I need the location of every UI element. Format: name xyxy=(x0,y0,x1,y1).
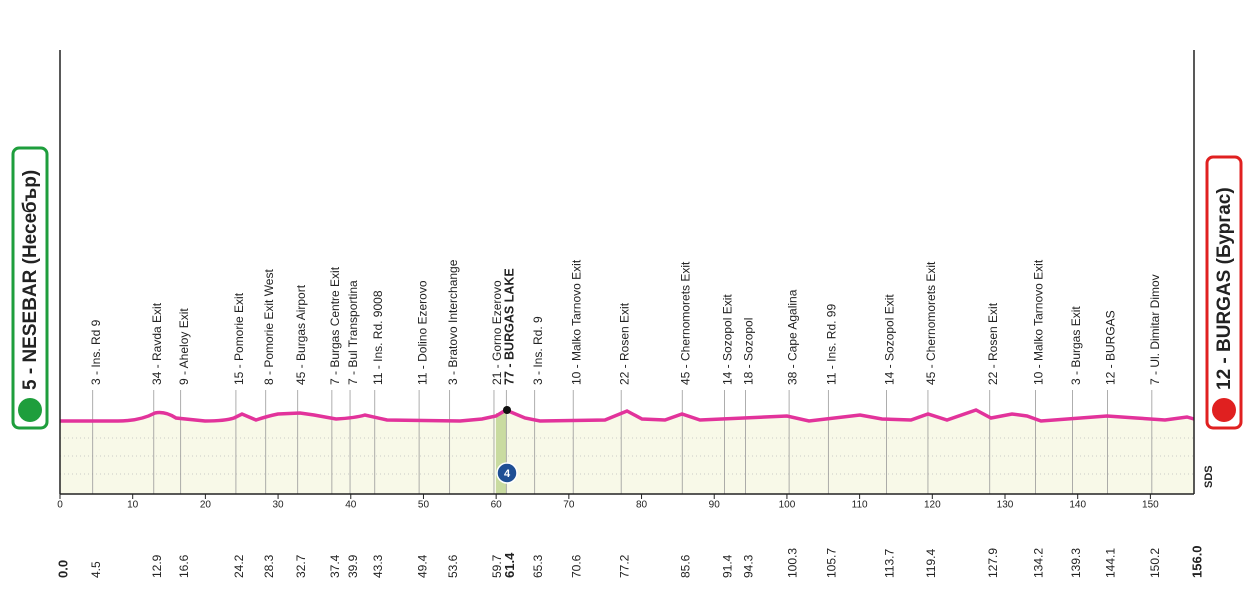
waypoint-km: 139.3 xyxy=(1069,548,1083,578)
x-tick-label: 110 xyxy=(852,500,868,511)
waypoint-label: 14 - Sozopol Exit xyxy=(883,294,897,385)
x-tick-label: 20 xyxy=(200,500,212,511)
waypoint-label: 77 - BURGAS LAKE xyxy=(503,268,517,385)
waypoint-label: 9 - Aheloy Exit xyxy=(177,308,191,385)
waypoint-km: 37.4 xyxy=(328,554,342,578)
finish-name: 12 - BURGAS (Бургас) xyxy=(1214,187,1235,390)
waypoint-km: 127.9 xyxy=(986,548,1000,578)
waypoint-km: 105.7 xyxy=(825,548,839,578)
waypoint-km: 16.6 xyxy=(177,554,191,578)
waypoint-label: 3 - Burgas Exit xyxy=(1069,306,1083,385)
x-tick-label: 60 xyxy=(491,500,503,511)
waypoint-label: 14 - Sozopol Exit xyxy=(721,294,735,385)
logo: SDS xyxy=(1203,465,1215,488)
waypoint-label: 21 - Gorno Ezerovo xyxy=(490,280,504,385)
finish-box xyxy=(1205,155,1243,430)
waypoint-km: 94.3 xyxy=(742,554,756,578)
x-tick-label: 80 xyxy=(636,500,648,511)
waypoint-km: 61.4 xyxy=(502,552,517,578)
sprint-zone xyxy=(496,413,506,494)
waypoint-label: 7 - Bul Transportina xyxy=(346,280,360,385)
sprint-badge-label: 4 xyxy=(504,468,511,480)
x-tick-label: 150 xyxy=(1142,500,1159,511)
sprint-point xyxy=(503,406,511,414)
x-tick-label: 100 xyxy=(779,500,796,511)
waypoint-label: 11 - Dolino Ezerovo xyxy=(415,280,429,385)
waypoint-label: 11 - Ins. Rd. 99 xyxy=(825,304,839,385)
x-tick-label: 0 xyxy=(57,500,63,511)
waypoint-km: 100.3 xyxy=(785,548,799,578)
waypoint-km: 24.2 xyxy=(232,554,246,578)
x-tick-label: 70 xyxy=(563,500,575,511)
waypoint-label: 45 - Chernomorets Exit xyxy=(678,261,692,385)
x-tick-label: 140 xyxy=(1069,500,1086,511)
waypoint-km: 134.2 xyxy=(1032,548,1046,578)
waypoint-label: 22 - Rosen Exit xyxy=(617,302,631,385)
waypoint-km: 113.7 xyxy=(883,549,897,578)
x-tick-label: 50 xyxy=(418,500,430,511)
x-tick-label: 90 xyxy=(709,500,721,511)
waypoint-label: 3 - Ins. Rd 9 xyxy=(89,319,103,385)
waypoint-label: 15 - Pomorie Exit xyxy=(232,292,246,385)
start-icon xyxy=(18,398,42,422)
waypoint-label: 38 - Cape Agalina xyxy=(785,289,799,385)
waypoint-label: 7 - Burgas Centre Exit xyxy=(328,266,342,385)
waypoint-km: 28.3 xyxy=(262,554,276,578)
start-km: 0.0 xyxy=(55,560,70,578)
waypoint-label: 7 - Ul. Dimitar Dimov xyxy=(1148,274,1162,385)
x-tick-label: 40 xyxy=(345,500,357,511)
waypoint-km: 91.4 xyxy=(721,554,735,578)
finish-icon xyxy=(1212,398,1236,422)
waypoint-km: 144.1 xyxy=(1104,548,1118,578)
x-tick-label: 120 xyxy=(924,500,941,511)
x-tick-label: 10 xyxy=(127,500,139,511)
x-tick-label: 30 xyxy=(273,500,285,511)
waypoint-label: 18 - Sozopol xyxy=(742,318,756,385)
waypoint-label: 45 - Chernomorets Exit xyxy=(924,261,938,385)
waypoint-km: 43.3 xyxy=(371,554,385,578)
waypoint-label: 3 - Ins. Rd. 9 xyxy=(531,316,545,385)
waypoint-label: 8 - Pomorie Exit West xyxy=(262,269,276,385)
profile-line xyxy=(60,408,1195,423)
sprint-badge xyxy=(496,462,518,484)
waypoint-label: 3 - Bratovo Interchange xyxy=(446,259,460,385)
waypoint-label: 45 - Burgas Airport xyxy=(294,284,308,385)
start-name: 5 - NESEBAR (Несебър) xyxy=(20,170,41,390)
waypoint-label: 12 - BURGAS xyxy=(1104,310,1118,385)
waypoint-km: 65.3 xyxy=(531,554,545,578)
x-tick-label: 130 xyxy=(997,500,1014,511)
finish-km: 156.0 xyxy=(1189,545,1204,578)
waypoint-km: 39.9 xyxy=(346,554,360,578)
waypoint-km: 59.7 xyxy=(490,554,504,578)
waypoint-km: 32.7 xyxy=(294,554,308,578)
profile-area xyxy=(60,410,1194,494)
waypoint-km: 49.4 xyxy=(415,554,429,578)
waypoint-label: 11 - Ins. Rd. 9008 xyxy=(371,290,385,385)
waypoint-km: 12.9 xyxy=(150,554,164,578)
start-box xyxy=(11,146,49,430)
waypoint-km: 150.2 xyxy=(1148,548,1162,578)
waypoint-km: 53.6 xyxy=(446,554,460,578)
waypoint-km: 70.6 xyxy=(569,554,583,578)
waypoint-km: 85.6 xyxy=(678,554,692,578)
waypoint-label: 34 - Ravda Exit xyxy=(150,302,164,385)
waypoint-label: 10 - Malko Tarnovo Exit xyxy=(1032,259,1046,385)
waypoint-label: 10 - Malko Tarnovo Exit xyxy=(569,259,583,385)
waypoint-km: 119.4 xyxy=(924,549,938,578)
waypoint-label: 22 - Rosen Exit xyxy=(986,302,1000,385)
waypoint-km: 4.5 xyxy=(89,561,103,578)
waypoint-km: 77.2 xyxy=(617,554,631,578)
